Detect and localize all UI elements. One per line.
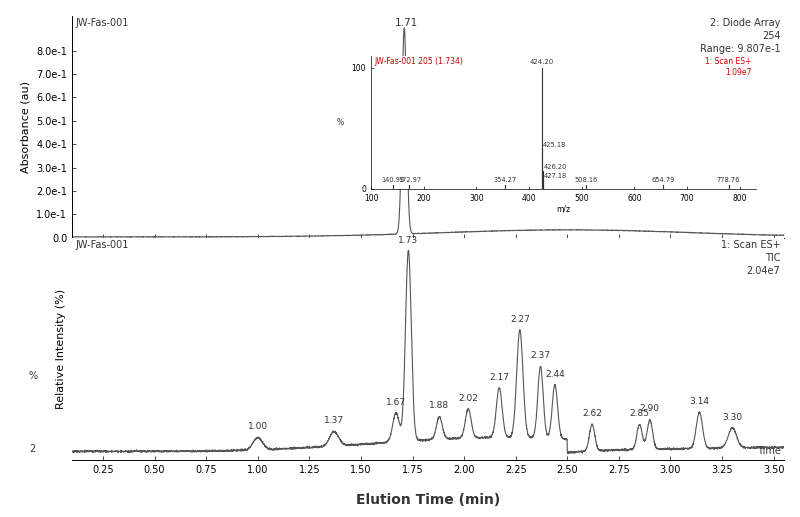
Text: 1.00: 1.00 — [248, 422, 268, 431]
Text: 2.62: 2.62 — [582, 409, 602, 418]
Text: 2.85: 2.85 — [630, 409, 650, 418]
Y-axis label: Relative Intensity (%): Relative Intensity (%) — [57, 289, 66, 409]
Text: JW-Fas-001: JW-Fas-001 — [75, 240, 129, 250]
Text: 1.73: 1.73 — [398, 236, 418, 245]
Text: 2.44: 2.44 — [545, 370, 565, 379]
Text: Elution Time (min): Elution Time (min) — [356, 493, 500, 507]
Text: Time: Time — [757, 446, 781, 455]
Text: 1.67: 1.67 — [386, 398, 406, 407]
Y-axis label: Absorbance (au): Absorbance (au) — [21, 81, 30, 173]
Text: 2.02: 2.02 — [458, 393, 478, 403]
Text: 1.37: 1.37 — [324, 417, 344, 425]
Text: 2: 2 — [30, 444, 36, 454]
Text: 3.30: 3.30 — [722, 413, 742, 422]
Text: 2: Diode Array
254
Range: 9.807e-1: 2: Diode Array 254 Range: 9.807e-1 — [700, 18, 781, 54]
Text: 2.17: 2.17 — [490, 373, 509, 382]
Text: 3.14: 3.14 — [690, 397, 710, 405]
Text: 1.88: 1.88 — [430, 401, 450, 410]
Text: 1.71: 1.71 — [394, 19, 418, 28]
Text: 2.90: 2.90 — [640, 404, 660, 414]
Text: JW-Fas-001: JW-Fas-001 — [75, 18, 129, 28]
Text: 2.27: 2.27 — [510, 315, 530, 324]
Text: %: % — [28, 371, 38, 381]
Text: 2.37: 2.37 — [530, 352, 550, 360]
Text: 1: Scan ES+
TIC
2.04e7: 1: Scan ES+ TIC 2.04e7 — [721, 240, 781, 277]
